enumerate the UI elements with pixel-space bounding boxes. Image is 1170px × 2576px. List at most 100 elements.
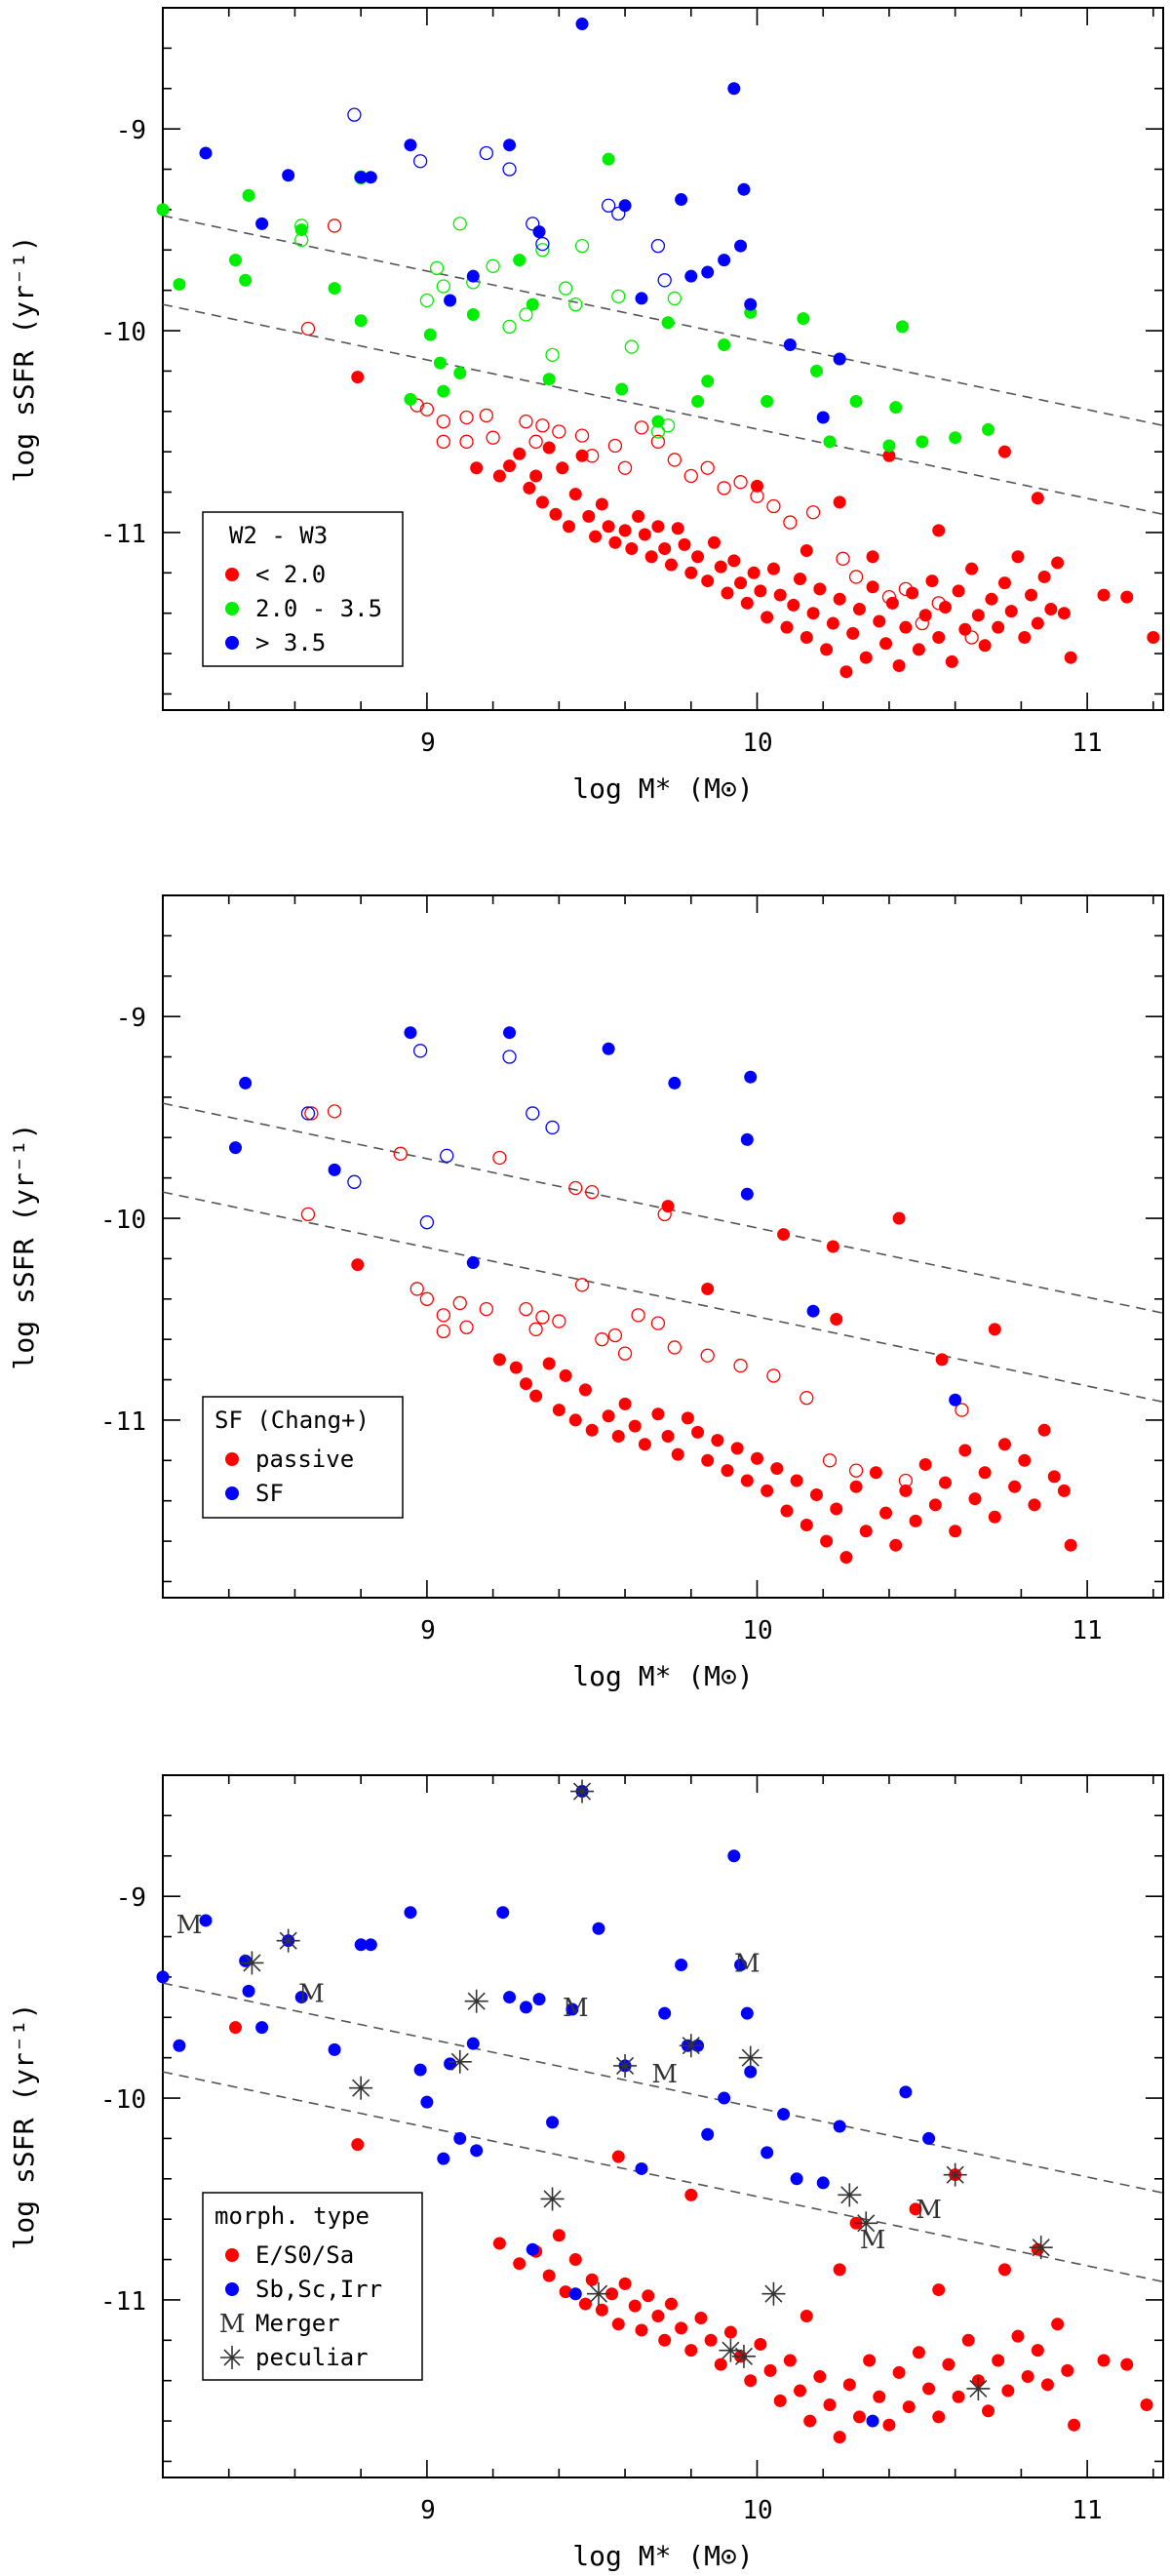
data-point — [721, 1464, 734, 1478]
merger-marker: M — [734, 1949, 760, 1978]
data-point — [585, 1184, 600, 1200]
data-point — [529, 469, 543, 483]
data-point — [667, 1340, 682, 1355]
data-point — [714, 560, 727, 574]
data-point — [978, 639, 992, 653]
data-point — [486, 258, 500, 273]
data-point — [492, 469, 506, 483]
data-point — [899, 2085, 913, 2099]
data-point — [601, 198, 616, 213]
data-point — [734, 1958, 748, 1971]
data-point — [453, 2131, 467, 2145]
x-tick-label-10: 10 — [742, 729, 772, 758]
y-tick-label-minus10: -10 — [100, 1206, 146, 1235]
legend-marker-red — [225, 568, 239, 581]
data-point — [1011, 550, 1025, 564]
data-point — [535, 1310, 550, 1325]
peculiar-marker — [731, 2344, 756, 2368]
data-point — [452, 217, 467, 231]
data-point — [589, 530, 603, 543]
data-point — [228, 2021, 242, 2035]
legend-marker-blue — [225, 636, 239, 650]
data-point — [727, 554, 741, 568]
data-point — [635, 2323, 648, 2337]
data-point — [992, 620, 1005, 634]
peculiar-marker — [966, 2376, 991, 2400]
data-point — [965, 562, 979, 575]
data-point — [479, 1301, 493, 1317]
data-point — [644, 550, 658, 564]
data-point — [675, 1958, 688, 1971]
data-point — [823, 435, 837, 449]
panel-bottom: 9 10 11 -9 -10 -11 log M* (M⊙) log sSFR … — [8, 1774, 1164, 2572]
tick-marks-middle — [162, 894, 1163, 1598]
data-point — [327, 1104, 342, 1119]
data-point — [574, 428, 590, 443]
data-point — [502, 319, 517, 335]
data-point — [992, 2354, 1005, 2367]
data-point — [918, 1457, 932, 1471]
data-point — [562, 520, 575, 534]
data-point — [1025, 588, 1038, 602]
legend-title: morph. type — [214, 2202, 370, 2230]
data-point — [744, 2065, 758, 2079]
data-point — [173, 277, 186, 291]
data-point — [942, 2358, 956, 2371]
data-point — [1031, 492, 1044, 505]
data-point — [766, 562, 780, 575]
merger-marker: M — [651, 2060, 678, 2089]
data-point — [519, 1301, 533, 1317]
data-point — [615, 382, 629, 396]
data-point — [574, 1278, 590, 1292]
data-point — [658, 541, 672, 555]
peculiar-marker — [276, 1928, 300, 1953]
y-tick-label-minus11: -11 — [100, 520, 146, 549]
data-point — [618, 199, 632, 213]
data-point — [632, 509, 645, 523]
data-point — [1037, 570, 1051, 583]
data-point — [684, 2188, 698, 2201]
data-point — [848, 1463, 864, 1478]
data-point — [585, 1423, 599, 1437]
peculiar-marker — [586, 2281, 610, 2306]
data-point — [1061, 2363, 1074, 2377]
data-point — [542, 373, 556, 386]
data-point — [1047, 1470, 1061, 1484]
data-point — [740, 2006, 754, 2020]
data-point — [535, 243, 550, 258]
data-point — [780, 620, 794, 634]
legend-marker-red — [225, 2248, 239, 2262]
data-point — [952, 2390, 965, 2403]
data-point — [503, 139, 517, 152]
data-point — [754, 2337, 767, 2351]
legend-entry-label: passive — [255, 1446, 354, 1473]
data-point — [255, 2021, 269, 2035]
data-point — [156, 203, 170, 217]
plot-frame-bottom — [162, 1774, 1164, 2478]
data-point — [611, 206, 626, 221]
data-point — [404, 392, 417, 406]
data-point — [671, 522, 684, 535]
data-point — [833, 2120, 846, 2133]
data-point — [1021, 2370, 1034, 2384]
data-point — [519, 2001, 532, 2014]
data-point — [734, 576, 748, 590]
data-point — [1044, 603, 1058, 616]
data-point — [955, 1403, 969, 1417]
data-point — [558, 281, 573, 296]
data-point — [519, 307, 533, 322]
x-axis-label: log M* (M⊙) — [572, 1660, 753, 1692]
data-point — [618, 2277, 632, 2290]
data-point — [684, 2344, 698, 2358]
legend-marker-green — [225, 602, 239, 615]
data-point — [526, 2242, 539, 2256]
data-point — [797, 312, 810, 326]
data-point — [895, 320, 909, 334]
legend-entry-label: SF — [255, 1480, 284, 1507]
data-point — [617, 1346, 633, 1361]
data-point — [800, 1519, 813, 1532]
data-point — [932, 631, 946, 645]
data-point — [582, 509, 596, 523]
data-point — [912, 643, 925, 656]
data-point — [714, 2358, 727, 2371]
